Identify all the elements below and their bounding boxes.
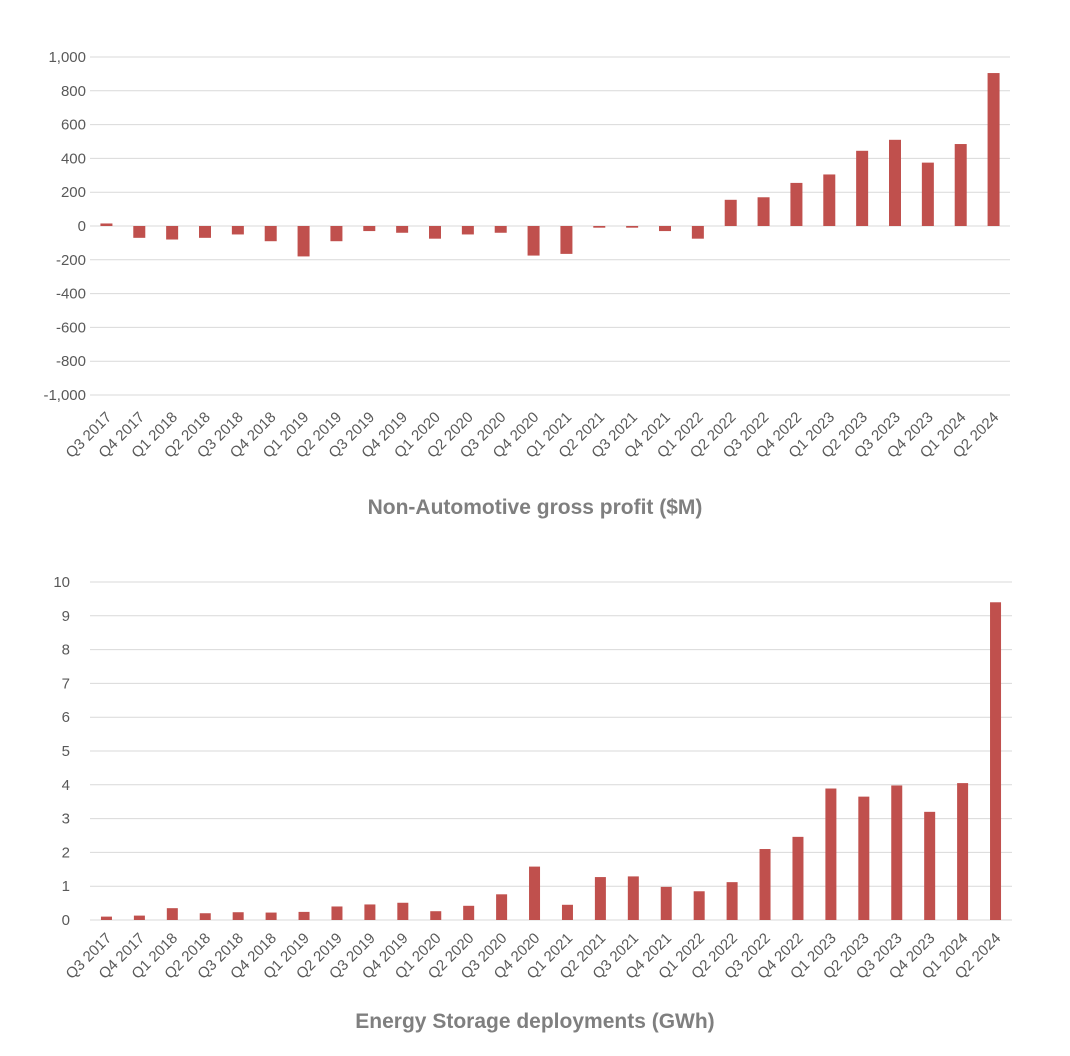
bar xyxy=(659,226,671,232)
non-automotive-gross-profit-chart: 1,000 800 600 400 200 0 -200 -400 -600 -800 -1,000… xyxy=(43,49,1010,519)
y-tick-label: -600 xyxy=(56,319,86,336)
bar xyxy=(954,144,967,226)
bar xyxy=(987,73,1000,227)
bar xyxy=(594,877,606,920)
bar xyxy=(660,886,672,920)
y-tick-label: 200 xyxy=(61,184,86,201)
bar xyxy=(858,796,870,920)
y-tick-label: 0 xyxy=(62,912,70,929)
bar xyxy=(757,197,770,226)
y-tick-label: 0 xyxy=(78,218,86,235)
bar xyxy=(823,174,836,226)
bar xyxy=(529,866,541,920)
bar xyxy=(626,226,639,228)
y-tick-label: -800 xyxy=(56,353,86,370)
y-tick-label: -400 xyxy=(56,286,86,303)
bar xyxy=(397,902,409,920)
bar xyxy=(461,226,474,235)
y-tick-label: 1 xyxy=(62,878,70,895)
bar xyxy=(396,226,409,233)
bar xyxy=(856,150,869,226)
bar xyxy=(100,916,112,920)
bar xyxy=(593,226,606,228)
chart-title: Energy Storage deployments (GWh) xyxy=(355,1010,714,1033)
y-tick-label: 800 xyxy=(61,83,86,100)
bar xyxy=(463,905,475,920)
y-tick-label: 8 xyxy=(62,642,70,659)
bar xyxy=(199,226,211,238)
bar xyxy=(232,912,244,920)
bar xyxy=(825,788,837,920)
y-tick-label: 1,000 xyxy=(48,49,86,66)
bar xyxy=(726,882,738,920)
bar xyxy=(364,904,376,920)
bar xyxy=(199,913,211,920)
bar xyxy=(561,904,573,920)
bar xyxy=(363,226,376,232)
y-tick-label: 4 xyxy=(62,777,70,794)
bar xyxy=(297,226,310,257)
bar xyxy=(990,602,1002,920)
bar xyxy=(331,906,343,920)
bar xyxy=(100,223,113,226)
y-tick-label: 6 xyxy=(62,709,70,726)
bar xyxy=(231,226,244,235)
bar xyxy=(265,912,277,920)
bar xyxy=(759,849,771,920)
y-tick-label: 5 xyxy=(62,743,70,760)
bar xyxy=(691,226,704,239)
bar xyxy=(889,139,901,226)
bar xyxy=(430,911,442,920)
y-tick-label: 9 xyxy=(62,608,70,625)
y-tick-label: -1,000 xyxy=(43,387,86,404)
bar xyxy=(133,226,146,238)
y-tick-label: -200 xyxy=(56,252,86,269)
bar xyxy=(527,226,540,256)
y-tick-label: 600 xyxy=(61,117,86,134)
y-tick-label: 7 xyxy=(62,675,70,692)
bar xyxy=(330,226,343,242)
y-tick-label: 10 xyxy=(53,574,70,591)
bar xyxy=(921,162,934,226)
y-tick-label: 400 xyxy=(61,150,86,167)
bar xyxy=(891,785,903,920)
bar xyxy=(166,908,178,920)
bar xyxy=(264,226,277,242)
bar xyxy=(494,226,507,233)
bar xyxy=(957,783,969,920)
bar xyxy=(724,199,737,226)
bar xyxy=(429,226,441,239)
bar xyxy=(924,811,936,920)
bar xyxy=(133,915,145,920)
y-tick-label: 2 xyxy=(62,844,70,861)
chart-title: Non-Automotive gross profit ($M) xyxy=(368,496,703,519)
y-tick-label: 3 xyxy=(62,811,70,828)
bar xyxy=(166,226,179,240)
bar xyxy=(790,182,803,226)
bar xyxy=(693,891,705,920)
bar xyxy=(496,894,508,920)
bar xyxy=(792,836,804,920)
bar xyxy=(627,876,639,920)
bar xyxy=(298,911,310,920)
bar xyxy=(560,226,573,254)
